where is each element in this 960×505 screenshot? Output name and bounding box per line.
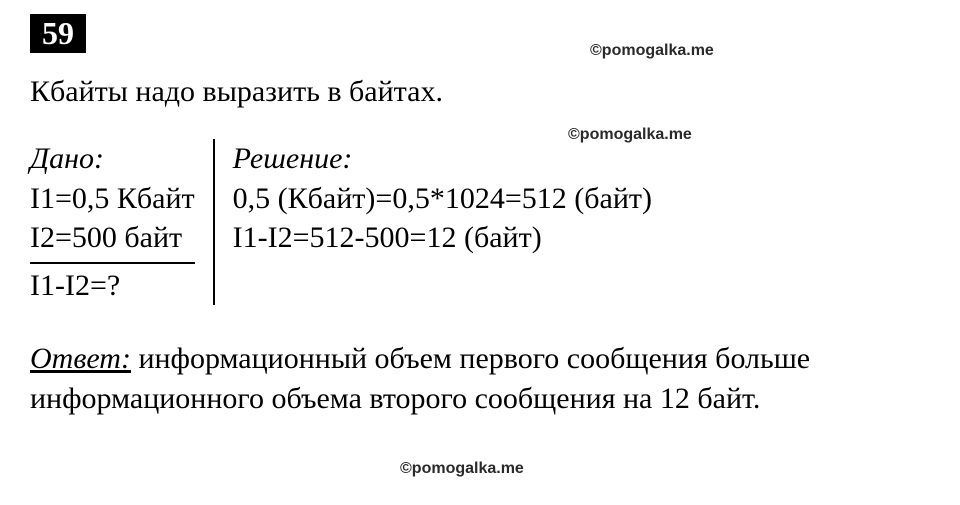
given-heading: Дано: bbox=[30, 139, 195, 179]
problem-number-badge: 59 bbox=[30, 14, 86, 53]
watermark-1: ©pomogalka.me bbox=[590, 42, 714, 60]
intro-text: Кбайты надо выразить в байтах. bbox=[30, 75, 930, 109]
answer-label: Ответ: bbox=[30, 342, 131, 375]
given-column: Дано: I1=0,5 Кбайт I2=500 байт I1-I2=? bbox=[30, 139, 213, 305]
answer-text: информационный объем первого сообщения б… bbox=[30, 342, 810, 415]
watermark-3: ©pomogalka.me bbox=[400, 460, 524, 478]
answer-block: Ответ: информационный объем первого сооб… bbox=[30, 339, 930, 418]
solution-line-2: I1-I2=512-500=12 (байт) bbox=[233, 218, 652, 258]
given-question: I1-I2=? bbox=[30, 266, 195, 306]
given-line-1: I1=0,5 Кбайт bbox=[30, 179, 195, 219]
solution-column: Решение: 0,5 (Кбайт)=0,5*1024=512 (байт)… bbox=[215, 139, 652, 305]
watermark-2: ©pomogalka.me bbox=[568, 126, 692, 144]
given-line-2: I2=500 байт bbox=[30, 218, 195, 258]
solution-heading: Решение: bbox=[233, 139, 652, 179]
given-separator bbox=[30, 262, 195, 264]
solution-line-1: 0,5 (Кбайт)=0,5*1024=512 (байт) bbox=[233, 179, 652, 219]
work-area: Дано: I1=0,5 Кбайт I2=500 байт I1-I2=? Р… bbox=[30, 139, 930, 305]
